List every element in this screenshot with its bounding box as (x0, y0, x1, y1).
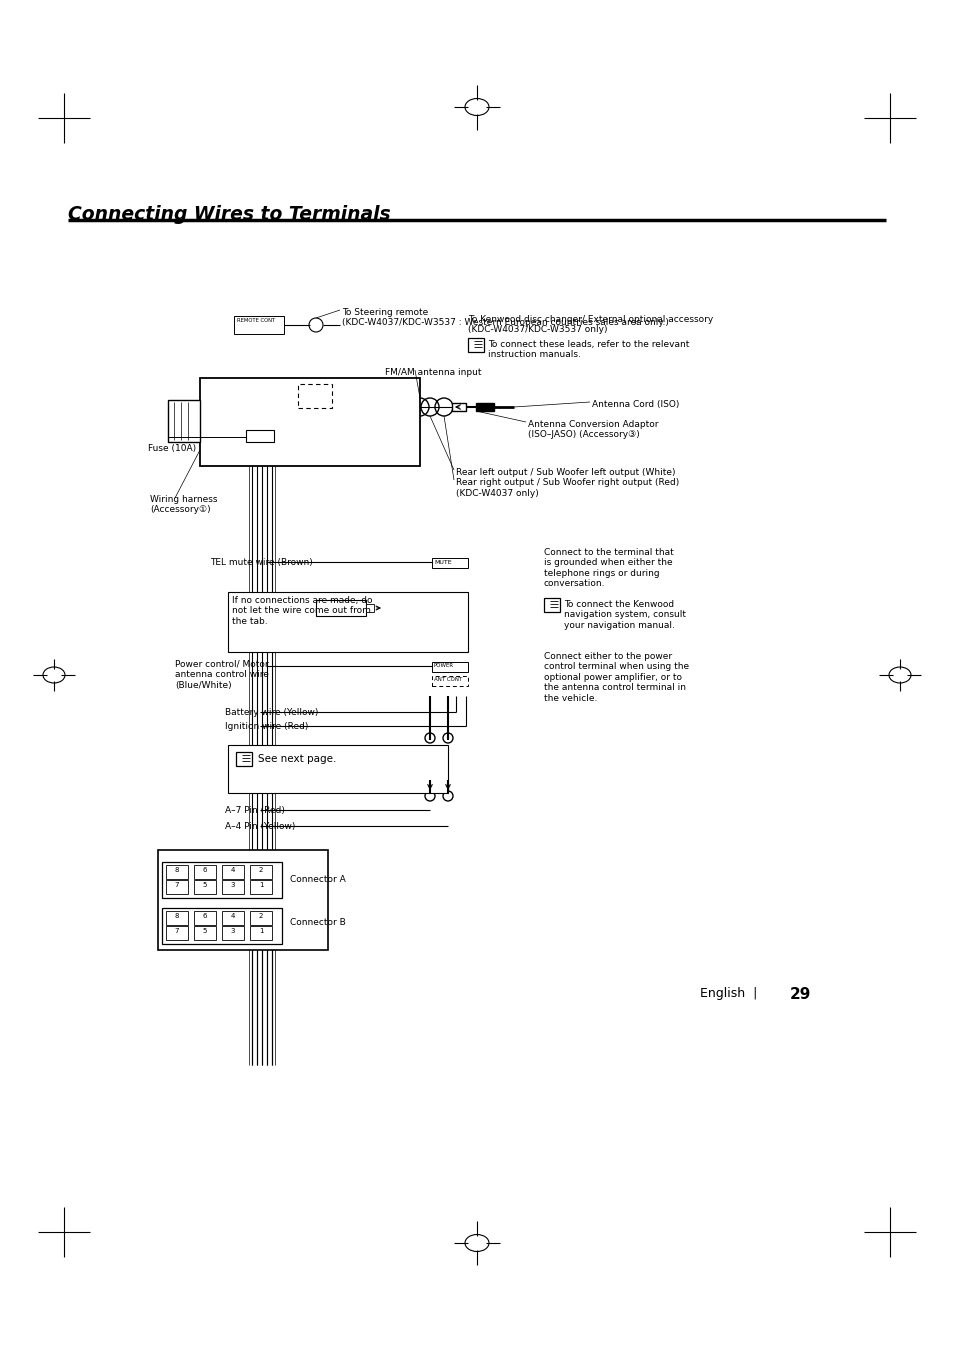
Bar (315, 599, 366, 616)
Bar (193, 926, 215, 940)
Bar (297, 383, 332, 408)
Bar (250, 926, 272, 940)
Text: A–4 Pin (Yellow): A–4 Pin (Yellow) (225, 822, 295, 832)
Text: Rear left output / Sub Woofer left output (White)
Rear right output / Sub Woofer: Rear left output / Sub Woofer left outpu… (456, 468, 679, 498)
Bar (162, 863, 282, 898)
Text: FM/AM antenna input: FM/AM antenna input (385, 369, 481, 377)
Text: 6: 6 (203, 913, 207, 919)
Text: REMOTE CONT: REMOTE CONT (236, 319, 275, 323)
Bar (166, 926, 188, 940)
Text: Connect either to the power
control terminal when using the
optional power ampli: Connect either to the power control term… (543, 652, 688, 702)
Bar (193, 880, 215, 894)
Bar (228, 593, 468, 652)
Circle shape (335, 401, 338, 404)
Bar (168, 400, 200, 441)
Bar (235, 752, 252, 765)
Bar (432, 676, 468, 686)
Text: 7: 7 (174, 882, 179, 888)
Bar (200, 378, 419, 466)
Text: Fuse (10A): Fuse (10A) (148, 444, 196, 454)
Bar (476, 404, 494, 410)
Bar (543, 598, 559, 612)
Text: Connecting Wires to Terminals: Connecting Wires to Terminals (68, 205, 390, 224)
Text: See next page.: See next page. (257, 755, 336, 764)
Text: Antenna Cord (ISO): Antenna Cord (ISO) (592, 400, 679, 409)
Text: A–7 Pin (Red): A–7 Pin (Red) (225, 806, 285, 815)
Bar (193, 911, 215, 925)
Text: 3: 3 (231, 927, 235, 934)
Text: POWER: POWER (434, 663, 454, 668)
Circle shape (340, 405, 343, 409)
Text: 2: 2 (258, 867, 263, 873)
Text: To Steering remote
(KDC-W4037/KDC-W3537 : Western European countries sales area : To Steering remote (KDC-W4037/KDC-W3537 … (341, 308, 668, 328)
Text: 1: 1 (258, 882, 263, 888)
Circle shape (345, 410, 348, 413)
Bar (452, 404, 465, 410)
Text: 8: 8 (174, 867, 179, 873)
Bar (250, 880, 272, 894)
Text: 8: 8 (174, 913, 179, 919)
Bar (162, 909, 282, 944)
Bar (228, 745, 448, 792)
Text: English  |: English | (700, 987, 764, 1000)
Text: If no connections are made, do
not let the wire come out from
the tab.: If no connections are made, do not let t… (232, 595, 372, 626)
Text: Power control/ Motor
antenna control wire
(Blue/White): Power control/ Motor antenna control wir… (174, 660, 269, 690)
Circle shape (335, 410, 338, 413)
Bar (222, 911, 244, 925)
Text: 2: 2 (258, 913, 263, 919)
Bar (158, 850, 328, 950)
Text: TEL mute wire (Brown): TEL mute wire (Brown) (210, 558, 313, 567)
Text: ANT CONT: ANT CONT (434, 676, 462, 682)
Bar (250, 911, 272, 925)
Text: Ignition wire (Red): Ignition wire (Red) (225, 722, 308, 730)
Text: 6: 6 (203, 867, 207, 873)
Text: 4: 4 (231, 867, 235, 873)
Text: 5: 5 (203, 882, 207, 888)
Text: 29: 29 (789, 987, 810, 1002)
Bar (366, 603, 374, 612)
Bar (468, 338, 483, 352)
Text: 1: 1 (258, 927, 263, 934)
Bar (222, 880, 244, 894)
Text: 3: 3 (231, 882, 235, 888)
Text: Battery wire (Yellow): Battery wire (Yellow) (225, 707, 318, 717)
Bar (166, 865, 188, 879)
Text: To connect the Kenwood
navigation system, consult
your navigation manual.: To connect the Kenwood navigation system… (563, 599, 685, 630)
Text: Connector A: Connector A (290, 875, 345, 884)
Text: Antenna Conversion Adaptor
(ISO–JASO) (Accessory③): Antenna Conversion Adaptor (ISO–JASO) (A… (527, 420, 658, 439)
Text: Connector B: Connector B (290, 918, 345, 927)
Text: To Kenwood disc changer/ External optional accessory
(KDC-W4037/KDC-W3537 only): To Kenwood disc changer/ External option… (468, 315, 713, 335)
Circle shape (345, 401, 348, 404)
Bar (222, 865, 244, 879)
Circle shape (340, 401, 343, 404)
Bar (222, 926, 244, 940)
Bar (432, 558, 468, 568)
Text: Connect to the terminal that
is grounded when either the
telephone rings or duri: Connect to the terminal that is grounded… (543, 548, 673, 589)
Bar (193, 865, 215, 879)
Text: MUTE: MUTE (434, 560, 451, 566)
Text: 4: 4 (231, 913, 235, 919)
Text: 7: 7 (174, 927, 179, 934)
Circle shape (345, 405, 348, 409)
Bar (246, 431, 274, 441)
Text: Wiring harness
(Accessory①): Wiring harness (Accessory①) (150, 495, 217, 514)
Text: 5: 5 (203, 927, 207, 934)
Bar (233, 316, 284, 333)
Circle shape (335, 405, 338, 409)
Polygon shape (158, 850, 328, 860)
Text: To connect these leads, refer to the relevant
instruction manuals.: To connect these leads, refer to the rel… (488, 340, 689, 359)
Bar (250, 865, 272, 879)
Circle shape (340, 410, 343, 413)
Bar (432, 662, 468, 672)
Bar (166, 880, 188, 894)
Bar (166, 911, 188, 925)
